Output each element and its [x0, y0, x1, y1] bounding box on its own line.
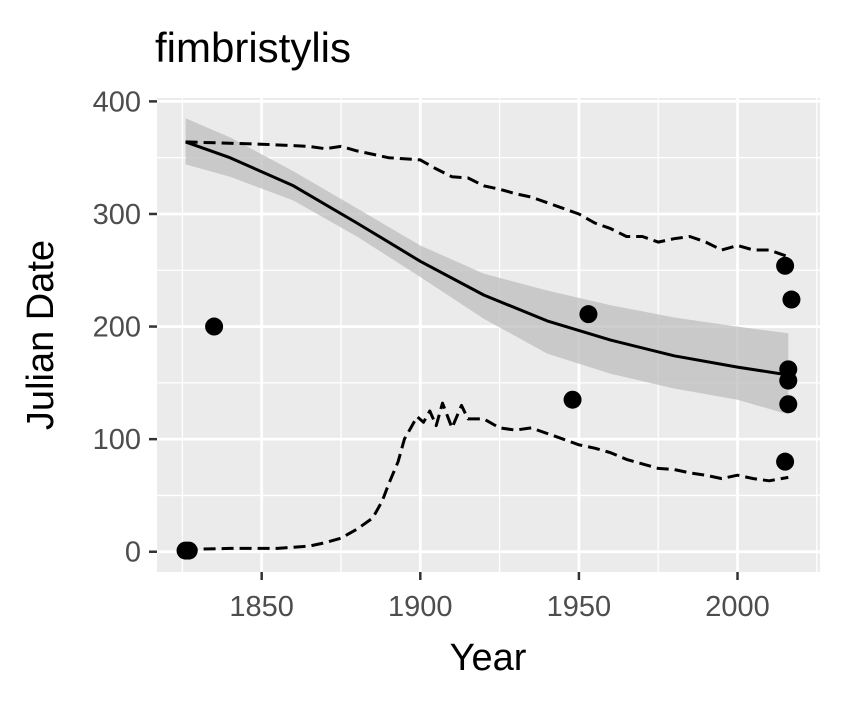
grid-lines — [157, 98, 820, 572]
data-point — [579, 305, 598, 324]
x-tick-label: 1900 — [388, 591, 453, 623]
lower-dashed-line — [185, 401, 789, 551]
data-point — [776, 452, 795, 471]
y-axis-title: Julian Date — [20, 240, 62, 430]
data-point — [563, 390, 582, 409]
y-tick-label: 100 — [93, 424, 141, 456]
axis-ticks: 1850 1900 1950 2000 0 100 200 300 400 — [93, 86, 770, 623]
data-point — [776, 256, 795, 275]
y-tick-label: 300 — [93, 199, 141, 231]
data-point — [779, 395, 798, 414]
y-tick-label: 0 — [125, 537, 141, 569]
x-tick-label: 1850 — [229, 591, 294, 623]
y-tick-label: 200 — [93, 312, 141, 344]
data-point — [205, 317, 224, 336]
chart-title: fimbristylis — [155, 24, 351, 71]
data-point — [179, 541, 198, 560]
y-tick-label: 400 — [93, 86, 141, 118]
x-tick-label: 1950 — [547, 591, 612, 623]
smooth-line — [185, 140, 789, 377]
x-axis-title: Year — [450, 637, 527, 679]
data-point — [782, 290, 801, 309]
data-point — [779, 371, 798, 390]
series-lines — [185, 140, 789, 551]
data-points — [176, 256, 801, 560]
x-tick-label: 2000 — [705, 591, 770, 623]
confidence-ribbon — [185, 118, 789, 415]
confidence-band — [185, 118, 789, 415]
upper-dashed-line — [185, 140, 789, 259]
